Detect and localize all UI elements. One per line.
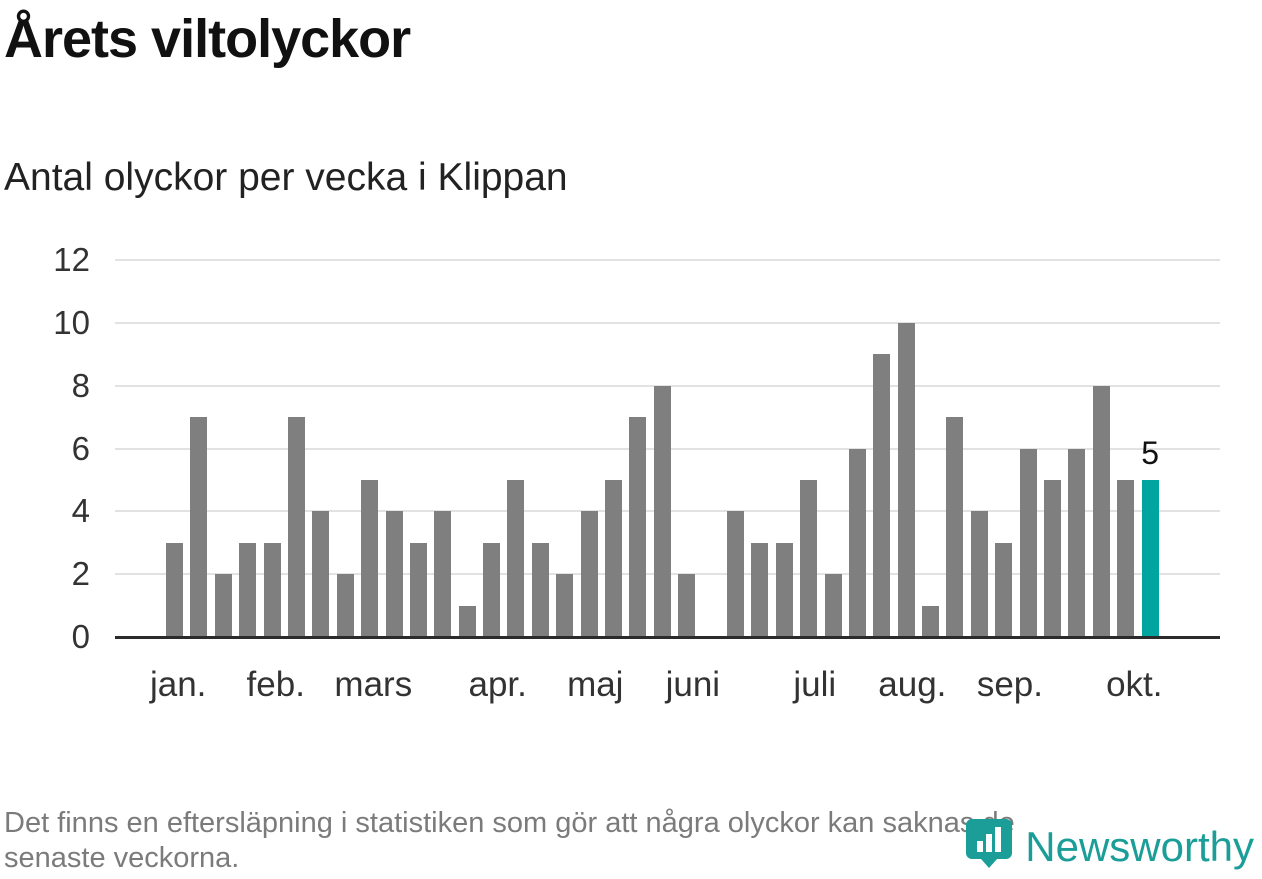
bar bbox=[1117, 479, 1135, 637]
x-axis-month-label: juni bbox=[665, 665, 721, 704]
bar bbox=[605, 479, 623, 637]
x-axis-month-label: apr. bbox=[468, 665, 527, 704]
bar bbox=[848, 448, 866, 637]
x-axis-month-label: jan. bbox=[149, 665, 207, 704]
x-axis-month-label: mars bbox=[334, 665, 413, 704]
bar bbox=[1068, 448, 1086, 637]
bar bbox=[166, 542, 183, 637]
x-axis-month-label: feb. bbox=[246, 665, 305, 704]
x-axis: jan. feb. mars apr. maj juni juli aug. sep. okt. bbox=[115, 665, 1220, 715]
bar bbox=[1092, 385, 1110, 637]
bar bbox=[1019, 448, 1037, 637]
bar bbox=[190, 417, 208, 637]
y-axis-tick-label: 12 bbox=[53, 241, 90, 278]
x-axis-line bbox=[115, 636, 1220, 639]
footnote: Det finns en eftersläpning i statistiken… bbox=[4, 806, 1258, 877]
bar bbox=[531, 542, 549, 637]
x-axis-month-label: maj bbox=[567, 665, 624, 704]
bar bbox=[336, 574, 354, 637]
bar bbox=[678, 574, 696, 637]
bar-value-annotation: 5 bbox=[1141, 434, 1159, 471]
footnote-line-2: senaste veckorna. bbox=[4, 842, 240, 875]
newsworthy-logo: Newsworthy bbox=[965, 818, 1254, 875]
newsworthy-logo-text: Newsworthy bbox=[1025, 822, 1254, 870]
y-axis-tick-label: 0 bbox=[71, 618, 90, 655]
bar bbox=[312, 511, 330, 637]
highlight-bar bbox=[1141, 479, 1159, 637]
bar bbox=[556, 574, 574, 637]
bar bbox=[726, 511, 744, 637]
x-axis-month-label: okt. bbox=[1106, 665, 1163, 704]
bar bbox=[751, 542, 769, 637]
y-axis-tick-label: 4 bbox=[71, 492, 90, 530]
page-title: Årets viltolyckor bbox=[4, 9, 411, 69]
bar bbox=[263, 542, 281, 637]
bar bbox=[824, 574, 842, 637]
y-axis-tick-label: 2 bbox=[71, 555, 90, 593]
y-axis-tick-label: 10 bbox=[53, 303, 90, 341]
bar bbox=[458, 605, 476, 637]
bar bbox=[800, 479, 818, 637]
bar bbox=[995, 542, 1013, 637]
bar bbox=[897, 322, 915, 637]
y-axis-tick-label: 6 bbox=[71, 429, 90, 467]
bar bbox=[507, 479, 525, 637]
bar bbox=[409, 542, 427, 637]
bar bbox=[873, 354, 891, 637]
gridline bbox=[115, 259, 1220, 261]
bar bbox=[922, 605, 940, 637]
bar bbox=[483, 542, 501, 637]
bar bbox=[970, 511, 988, 637]
x-axis-month-label: sep. bbox=[976, 665, 1043, 704]
x-axis-month-label: juli bbox=[793, 665, 837, 704]
y-axis-tick-label: 8 bbox=[71, 366, 90, 404]
chart-subtitle: Antal olyckor per vecka i Klippan bbox=[4, 156, 568, 199]
y-axis: 0 2 4 6 8 10 12 bbox=[0, 242, 90, 655]
bar bbox=[946, 417, 964, 637]
bar bbox=[385, 511, 403, 637]
plot-area: 5 bbox=[115, 259, 1220, 639]
bar bbox=[214, 574, 232, 637]
bar bbox=[287, 417, 305, 637]
bar bbox=[580, 511, 598, 637]
bar bbox=[653, 385, 671, 637]
bar bbox=[629, 417, 647, 637]
x-axis-month-label: aug. bbox=[878, 665, 947, 704]
bar bbox=[434, 511, 452, 637]
footnote-line-1: Det finns en eftersläpning i statistiken… bbox=[4, 807, 1015, 839]
bar bbox=[361, 479, 379, 637]
bar bbox=[239, 542, 257, 637]
bar-chart: 0 2 4 6 8 10 12 5 jan. feb. mars apr. maj juni juli a… bbox=[0, 242, 1262, 718]
gridline bbox=[115, 321, 1220, 324]
newsworthy-logo-icon bbox=[965, 818, 1013, 875]
bar bbox=[775, 542, 793, 637]
bar bbox=[1044, 479, 1062, 637]
